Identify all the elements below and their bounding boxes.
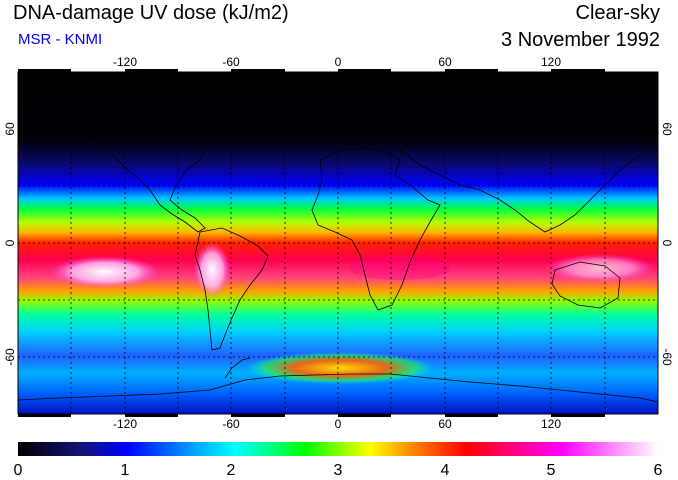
colorbar-label: 0 bbox=[14, 462, 23, 479]
lon-label-top: -120 bbox=[113, 55, 137, 69]
lon-label-top: 60 bbox=[438, 55, 452, 69]
source-label: MSR - KNMI bbox=[18, 31, 103, 48]
lon-label-bottom: 60 bbox=[438, 417, 452, 431]
sky-condition: Clear-sky bbox=[575, 2, 660, 24]
graticule bbox=[18, 72, 658, 414]
antarctica-coast bbox=[18, 373, 658, 403]
colorbar-label: 1 bbox=[121, 462, 130, 479]
coastlines bbox=[18, 107, 658, 403]
lon-label-top: 0 bbox=[335, 55, 342, 69]
lat-label-right: -60 bbox=[660, 348, 674, 366]
asia-coast bbox=[399, 114, 651, 233]
colorbar-label: 2 bbox=[227, 462, 236, 479]
lat-label-right: 60 bbox=[660, 122, 674, 136]
colorbar bbox=[18, 442, 658, 456]
lat-label-left: 60 bbox=[3, 122, 17, 136]
lon-label-bottom: 0 bbox=[335, 417, 342, 431]
colorbar-label: 3 bbox=[334, 462, 343, 479]
lat-label-right: 0 bbox=[660, 240, 674, 247]
south-america-coast bbox=[194, 227, 269, 351]
australia-coast bbox=[551, 261, 621, 309]
lon-label-bottom: -120 bbox=[113, 417, 137, 431]
map-title: DNA-damage UV dose (kJ/m2) bbox=[13, 2, 289, 24]
colorbar-label: 6 bbox=[654, 462, 663, 479]
lon-label-top: 120 bbox=[541, 55, 561, 69]
north-america-coast bbox=[28, 107, 211, 233]
europe-africa-coast bbox=[311, 147, 441, 311]
lon-label-top: -60 bbox=[222, 55, 240, 69]
map-date: 3 November 1992 bbox=[501, 29, 660, 51]
colorbar-label: 5 bbox=[547, 462, 556, 479]
lon-label-bottom: 120 bbox=[541, 417, 561, 431]
antarctic-peninsula bbox=[224, 357, 251, 379]
greenland-coast bbox=[244, 109, 291, 146]
frame-scale-bar bbox=[18, 69, 605, 417]
colorbar-label: 4 bbox=[441, 462, 450, 479]
lat-label-left: -60 bbox=[3, 348, 17, 366]
lat-label-left: 0 bbox=[3, 239, 17, 246]
lon-label-bottom: -60 bbox=[222, 417, 240, 431]
